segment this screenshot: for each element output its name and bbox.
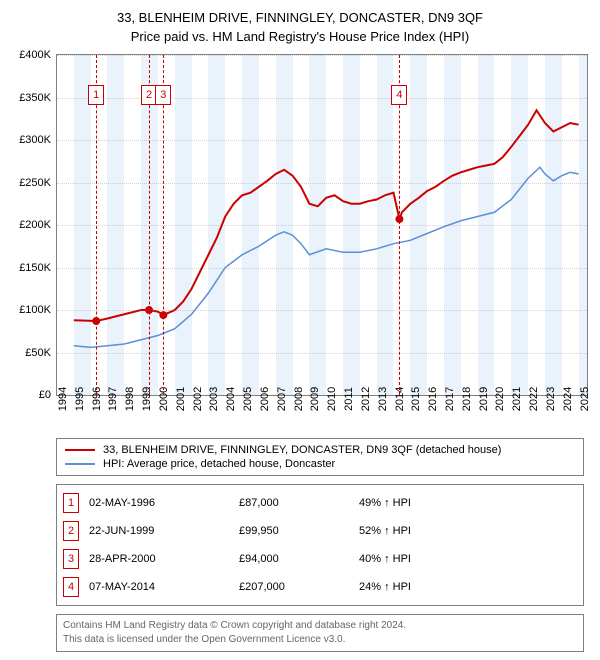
ytick-label: £350K bbox=[11, 92, 51, 104]
footer-line2: This data is licensed under the Open Gov… bbox=[63, 633, 577, 647]
event-badge: 4 bbox=[391, 85, 407, 105]
xtick-label: 2020 bbox=[494, 387, 506, 411]
xtick-label: 2015 bbox=[410, 387, 422, 411]
event-row-badge: 1 bbox=[63, 493, 79, 513]
xtick-label: 1999 bbox=[141, 387, 153, 411]
event-row-delta: 40% ↑ HPI bbox=[359, 553, 577, 565]
chart-area: £0£50K£100K£150K£200K£250K£300K£350K£400… bbox=[56, 54, 588, 396]
legend-row: 33, BLENHEIM DRIVE, FINNINGLEY, DONCASTE… bbox=[65, 443, 575, 457]
gridline bbox=[57, 183, 587, 184]
event-line bbox=[96, 55, 97, 395]
event-row-price: £99,950 bbox=[239, 525, 359, 537]
xtick-label: 2013 bbox=[377, 387, 389, 411]
xtick-label: 2006 bbox=[259, 387, 271, 411]
xtick-label: 2021 bbox=[511, 387, 523, 411]
event-row: 1 02-MAY-1996£87,00049% ↑ HPI bbox=[63, 489, 577, 517]
xtick-label: 2012 bbox=[360, 387, 372, 411]
xtick-label: 2003 bbox=[208, 387, 220, 411]
event-line bbox=[399, 55, 400, 395]
title-block: 33, BLENHEIM DRIVE, FINNINGLEY, DONCASTE… bbox=[10, 10, 590, 44]
event-row-badge: 3 bbox=[63, 549, 79, 569]
event-row-date: 07-MAY-2014 bbox=[89, 581, 239, 593]
ytick-label: £50K bbox=[11, 347, 51, 359]
event-row-price: £94,000 bbox=[239, 553, 359, 565]
event-row-price: £87,000 bbox=[239, 497, 359, 509]
event-row-badge: 2 bbox=[63, 521, 79, 541]
chart-container: 33, BLENHEIM DRIVE, FINNINGLEY, DONCASTE… bbox=[0, 0, 600, 660]
event-row-date: 28-APR-2000 bbox=[89, 553, 239, 565]
xtick-label: 2019 bbox=[478, 387, 490, 411]
gridline bbox=[57, 310, 587, 311]
ytick-label: £150K bbox=[11, 262, 51, 274]
xtick-label: 2010 bbox=[326, 387, 338, 411]
legend-label: 33, BLENHEIM DRIVE, FINNINGLEY, DONCASTE… bbox=[103, 444, 501, 456]
xtick-label: 2008 bbox=[293, 387, 305, 411]
gridline bbox=[57, 98, 587, 99]
xtick-label: 2016 bbox=[427, 387, 439, 411]
ytick-label: £100K bbox=[11, 304, 51, 316]
event-line bbox=[163, 55, 164, 395]
legend-swatch bbox=[65, 463, 95, 465]
gridline bbox=[57, 268, 587, 269]
xtick-label: 2007 bbox=[276, 387, 288, 411]
footer-line1: Contains HM Land Registry data © Crown c… bbox=[63, 619, 577, 633]
legend-row: HPI: Average price, detached house, Donc… bbox=[65, 457, 575, 471]
legend-swatch bbox=[65, 449, 95, 451]
gridline bbox=[57, 395, 587, 396]
legend-label: HPI: Average price, detached house, Donc… bbox=[103, 458, 335, 470]
xtick-label: 2002 bbox=[192, 387, 204, 411]
event-row-delta: 52% ↑ HPI bbox=[359, 525, 577, 537]
xtick-label: 2009 bbox=[309, 387, 321, 411]
event-badge: 1 bbox=[88, 85, 104, 105]
gridline bbox=[57, 353, 587, 354]
ytick-label: £250K bbox=[11, 177, 51, 189]
legend: 33, BLENHEIM DRIVE, FINNINGLEY, DONCASTE… bbox=[56, 438, 584, 476]
event-row-price: £207,000 bbox=[239, 581, 359, 593]
title-line1: 33, BLENHEIM DRIVE, FINNINGLEY, DONCASTE… bbox=[10, 10, 590, 25]
gridline bbox=[57, 140, 587, 141]
ytick-label: £400K bbox=[11, 49, 51, 61]
event-row-date: 02-MAY-1996 bbox=[89, 497, 239, 509]
events-table: 1 02-MAY-1996£87,00049% ↑ HPI 2 22-JUN-1999… bbox=[56, 484, 584, 606]
xtick-label: 2023 bbox=[545, 387, 557, 411]
event-line bbox=[149, 55, 150, 395]
xtick-label: 2011 bbox=[343, 387, 355, 411]
xtick-label: 1997 bbox=[107, 387, 119, 411]
chart-outer: £0£50K£100K£150K£200K£250K£300K£350K£400… bbox=[10, 54, 590, 396]
xtick-label: 1994 bbox=[57, 387, 69, 411]
xtick-label: 2022 bbox=[528, 387, 540, 411]
xtick-label: 2004 bbox=[225, 387, 237, 411]
event-row-delta: 49% ↑ HPI bbox=[359, 497, 577, 509]
event-row-delta: 24% ↑ HPI bbox=[359, 581, 577, 593]
ytick-label: £200K bbox=[11, 219, 51, 231]
event-row: 2 22-JUN-1999£99,95052% ↑ HPI bbox=[63, 517, 577, 545]
xtick-label: 1995 bbox=[74, 387, 86, 411]
xtick-label: 2025 bbox=[579, 387, 591, 411]
event-row-badge: 4 bbox=[63, 577, 79, 597]
xtick-label: 2005 bbox=[242, 387, 254, 411]
ytick-label: £0 bbox=[11, 389, 51, 401]
event-row-date: 22-JUN-1999 bbox=[89, 525, 239, 537]
event-badge: 3 bbox=[155, 85, 171, 105]
ytick-label: £300K bbox=[11, 134, 51, 146]
xtick-label: 2018 bbox=[461, 387, 473, 411]
xtick-label: 2001 bbox=[175, 387, 187, 411]
xtick-label: 2024 bbox=[562, 387, 574, 411]
event-row: 4 07-MAY-2014£207,00024% ↑ HPI bbox=[63, 573, 577, 601]
xtick-label: 1998 bbox=[124, 387, 136, 411]
xtick-label: 2017 bbox=[444, 387, 456, 411]
gridline bbox=[57, 225, 587, 226]
event-row: 3 28-APR-2000£94,00040% ↑ HPI bbox=[63, 545, 577, 573]
title-line2: Price paid vs. HM Land Registry's House … bbox=[10, 29, 590, 44]
gridline bbox=[57, 55, 587, 56]
